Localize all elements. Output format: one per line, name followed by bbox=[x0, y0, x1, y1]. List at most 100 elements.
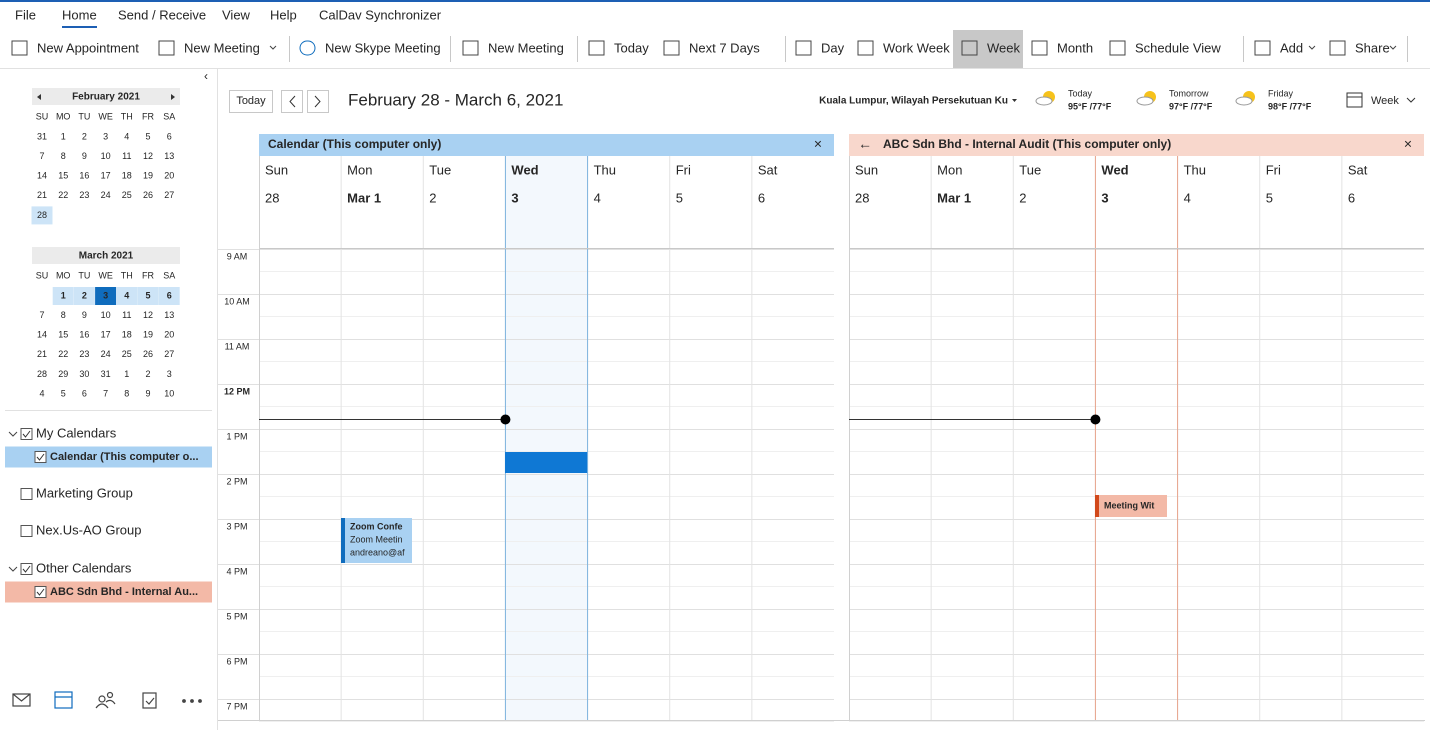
folder-label[interactable]: ABC Sdn Bhd - Internal Au... bbox=[50, 586, 198, 598]
mini-cal-day[interactable]: 2 bbox=[82, 131, 87, 141]
day-date[interactable]: 2 bbox=[429, 190, 436, 205]
mini-cal-day[interactable]: 20 bbox=[164, 171, 174, 181]
mini-cal-day[interactable]: 9 bbox=[145, 388, 150, 398]
folder-checkbox[interactable] bbox=[34, 451, 47, 463]
mini-cal-day[interactable]: 21 bbox=[37, 190, 47, 200]
mini-cal-day[interactable]: 13 bbox=[164, 151, 174, 161]
mini-cal-day[interactable]: 8 bbox=[61, 151, 66, 161]
busy-block[interactable] bbox=[505, 452, 588, 473]
mini-cal-day[interactable]: 23 bbox=[79, 349, 89, 359]
today-label[interactable]: Today bbox=[236, 95, 266, 107]
mini-cal-day[interactable]: 6 bbox=[82, 388, 87, 398]
folder-label[interactable]: Marketing Group bbox=[36, 485, 133, 500]
mini-cal-day[interactable]: 11 bbox=[122, 310, 131, 320]
ribbon-button[interactable]: Today bbox=[614, 40, 649, 55]
folder-label[interactable]: My Calendars bbox=[36, 425, 117, 440]
mini-cal-day[interactable]: 19 bbox=[143, 171, 153, 181]
day-date[interactable]: 28 bbox=[265, 190, 279, 205]
mini-cal-day[interactable]: 24 bbox=[101, 349, 111, 359]
mini-cal-day[interactable]: 15 bbox=[58, 171, 68, 181]
ribbon-button[interactable]: New Meeting bbox=[184, 40, 260, 55]
folder-checkbox[interactable] bbox=[20, 488, 33, 500]
mini-cal-day[interactable]: 15 bbox=[58, 330, 68, 340]
day-date[interactable]: 5 bbox=[676, 190, 683, 205]
mini-cal-day[interactable]: 14 bbox=[37, 330, 47, 340]
ribbon-button[interactable]: Month bbox=[1057, 40, 1093, 55]
folder-checkbox[interactable] bbox=[34, 586, 47, 598]
pane-close[interactable]: × bbox=[814, 136, 822, 152]
menu-tab[interactable]: Home bbox=[62, 7, 97, 22]
ribbon-button[interactable]: Work Week bbox=[883, 40, 950, 55]
mini-cal-day[interactable]: 5 bbox=[61, 388, 66, 398]
mini-cal-day[interactable]: 16 bbox=[79, 330, 89, 340]
bottom-nav[interactable] bbox=[12, 691, 202, 709]
mini-cal-day[interactable]: 13 bbox=[164, 310, 174, 320]
folder-label[interactable]: Other Calendars bbox=[36, 560, 132, 575]
ribbon-button[interactable]: Day bbox=[821, 40, 845, 55]
mini-cal-day[interactable]: 3 bbox=[103, 131, 108, 141]
back-arrow[interactable]: ← bbox=[858, 136, 872, 152]
day-date[interactable]: 4 bbox=[594, 190, 601, 205]
mini-cal-day[interactable]: 7 bbox=[39, 310, 44, 320]
ribbon-button[interactable]: Schedule View bbox=[1135, 40, 1221, 55]
folder-checkbox[interactable] bbox=[20, 428, 33, 440]
ribbon-button[interactable]: Add bbox=[1280, 40, 1303, 55]
day-date[interactable]: 6 bbox=[758, 190, 765, 205]
menu-tab[interactable]: View bbox=[222, 7, 251, 22]
mini-cal-day[interactable]: 2 bbox=[82, 290, 87, 300]
mini-cal-day[interactable]: 9 bbox=[82, 310, 87, 320]
ribbon-button[interactable]: New Appointment bbox=[37, 40, 139, 55]
day-date[interactable]: 2 bbox=[1019, 190, 1026, 205]
mini-cal-day[interactable]: 3 bbox=[167, 369, 172, 379]
mini-cal-day[interactable]: 31 bbox=[101, 369, 111, 379]
mini-cal-day[interactable]: 7 bbox=[39, 151, 44, 161]
mini-cal-day[interactable]: 17 bbox=[101, 171, 111, 181]
day-date[interactable]: Mar 1 bbox=[937, 190, 971, 205]
mini-cal-day[interactable]: 18 bbox=[122, 330, 132, 340]
mini-cal-day[interactable]: 14 bbox=[37, 171, 47, 181]
mini-cal-day[interactable]: 10 bbox=[101, 151, 111, 161]
mini-cal-day[interactable]: 11 bbox=[122, 151, 131, 161]
mini-cal-day[interactable]: 5 bbox=[145, 131, 150, 141]
view-selector[interactable]: Week bbox=[1371, 95, 1399, 107]
mini-cal-day[interactable]: 9 bbox=[82, 151, 87, 161]
mini-cal-day[interactable]: 31 bbox=[37, 131, 47, 141]
mini-cal-day[interactable]: 1 bbox=[61, 290, 66, 300]
mini-cal-day[interactable]: 3 bbox=[103, 290, 108, 300]
day-date[interactable]: Mar 1 bbox=[347, 190, 381, 205]
mini-cal-day[interactable]: 22 bbox=[58, 190, 68, 200]
location[interactable]: Kuala Lumpur, Wilayah Persekutuan Ku bbox=[819, 96, 1008, 107]
day-date[interactable]: 28 bbox=[855, 190, 869, 205]
mini-cal-day[interactable]: 29 bbox=[58, 369, 68, 379]
day-date[interactable]: 3 bbox=[511, 190, 518, 205]
prev-button[interactable] bbox=[281, 90, 303, 113]
mini-cal-day[interactable]: 2 bbox=[145, 369, 150, 379]
mini-cal-day[interactable]: 4 bbox=[124, 290, 129, 300]
mini-cal-day[interactable]: 28 bbox=[37, 210, 47, 220]
mini-cal-day[interactable]: 5 bbox=[145, 290, 150, 300]
week-view-icon[interactable] bbox=[1346, 92, 1416, 108]
menu-tab[interactable]: CalDav Synchronizer bbox=[319, 7, 442, 22]
mini-cal-day[interactable]: 6 bbox=[167, 131, 172, 141]
ribbon-button[interactable]: New Skype Meeting bbox=[325, 40, 441, 55]
mini-cal-day[interactable]: 22 bbox=[58, 349, 68, 359]
mini-cal-day[interactable]: 1 bbox=[61, 131, 66, 141]
mini-cal-day[interactable]: 7 bbox=[103, 388, 108, 398]
mini-cal-day[interactable]: 26 bbox=[143, 190, 153, 200]
ribbon-button[interactable]: Next 7 Days bbox=[689, 40, 760, 55]
mini-cal-day[interactable]: 18 bbox=[122, 171, 132, 181]
mini-cal-day[interactable]: 27 bbox=[164, 349, 174, 359]
day-date[interactable]: 5 bbox=[1266, 190, 1273, 205]
mini-cal-day[interactable]: 17 bbox=[101, 330, 111, 340]
mini-cal-day[interactable]: 20 bbox=[164, 330, 174, 340]
folder-label[interactable]: Calendar (This computer o... bbox=[50, 451, 199, 463]
mini-cal-day[interactable]: 4 bbox=[39, 388, 44, 398]
collapse-arrow[interactable]: ‹ bbox=[204, 69, 208, 83]
mini-cal-day[interactable]: 6 bbox=[167, 290, 172, 300]
day-date[interactable]: 6 bbox=[1348, 190, 1355, 205]
mini-cal-next[interactable] bbox=[171, 94, 175, 100]
mini-cal-day[interactable]: 21 bbox=[37, 349, 47, 359]
mini-cal-day[interactable]: 19 bbox=[143, 330, 153, 340]
mini-cal-day[interactable]: 24 bbox=[101, 190, 111, 200]
folder-label[interactable]: Nex.Us-AO Group bbox=[36, 522, 141, 537]
